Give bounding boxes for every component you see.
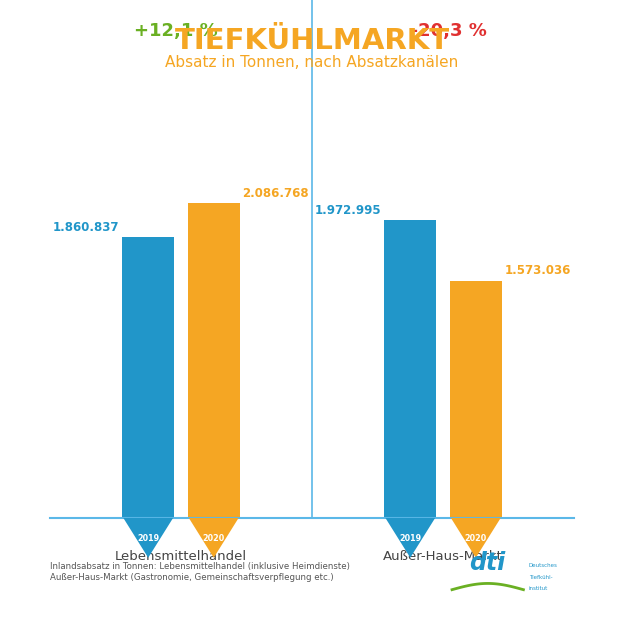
Text: Außer-Haus-Markt (Gastronomie, Gemeinschaftsverpflegung etc.): Außer-Haus-Markt (Gastronomie, Gemeinsch… [50, 573, 334, 582]
Text: Tiefkühl-: Tiefkühl- [529, 575, 552, 580]
Polygon shape [386, 518, 435, 558]
Text: +12,1 %: +12,1 % [134, 22, 218, 40]
Polygon shape [189, 518, 238, 558]
Text: 2.086.768: 2.086.768 [243, 187, 309, 200]
Polygon shape [124, 518, 173, 558]
Text: 2019: 2019 [399, 534, 421, 543]
Text: 1.972.995: 1.972.995 [315, 204, 381, 217]
Bar [449, 281, 502, 518]
Bar [122, 237, 174, 518]
Text: dti: dti [470, 552, 506, 575]
Bar [384, 220, 436, 518]
Text: TIEFKÜHLMARKT: TIEFKÜHLMARKT [175, 27, 449, 54]
Text: Deutsches: Deutsches [529, 563, 558, 568]
Text: –20,3 %: –20,3 % [409, 22, 487, 40]
Text: Lebensmittelhandel: Lebensmittelhandel [115, 550, 247, 563]
Bar [449, 281, 502, 518]
Bar [122, 237, 174, 518]
Polygon shape [451, 518, 500, 558]
Text: 1.860.837: 1.860.837 [53, 221, 119, 233]
Bar [384, 220, 436, 518]
Text: institut: institut [529, 586, 548, 591]
Text: Absatz in Tonnen, nach Absatzkanälen: Absatz in Tonnen, nach Absatzkanälen [165, 55, 459, 70]
Text: 2020: 2020 [465, 534, 487, 543]
Text: 2020: 2020 [203, 534, 225, 543]
Bar [187, 203, 240, 518]
Bar [187, 203, 240, 518]
Text: Inlandsabsatz in Tonnen: Lebensmittelhandel (inklusive Heimdienste): Inlandsabsatz in Tonnen: Lebensmittelhan… [50, 562, 350, 570]
Text: 1.573.036: 1.573.036 [505, 264, 571, 277]
Text: 2019: 2019 [137, 534, 159, 543]
Text: Außer-Haus-Markt: Außer-Haus-Markt [383, 550, 503, 563]
